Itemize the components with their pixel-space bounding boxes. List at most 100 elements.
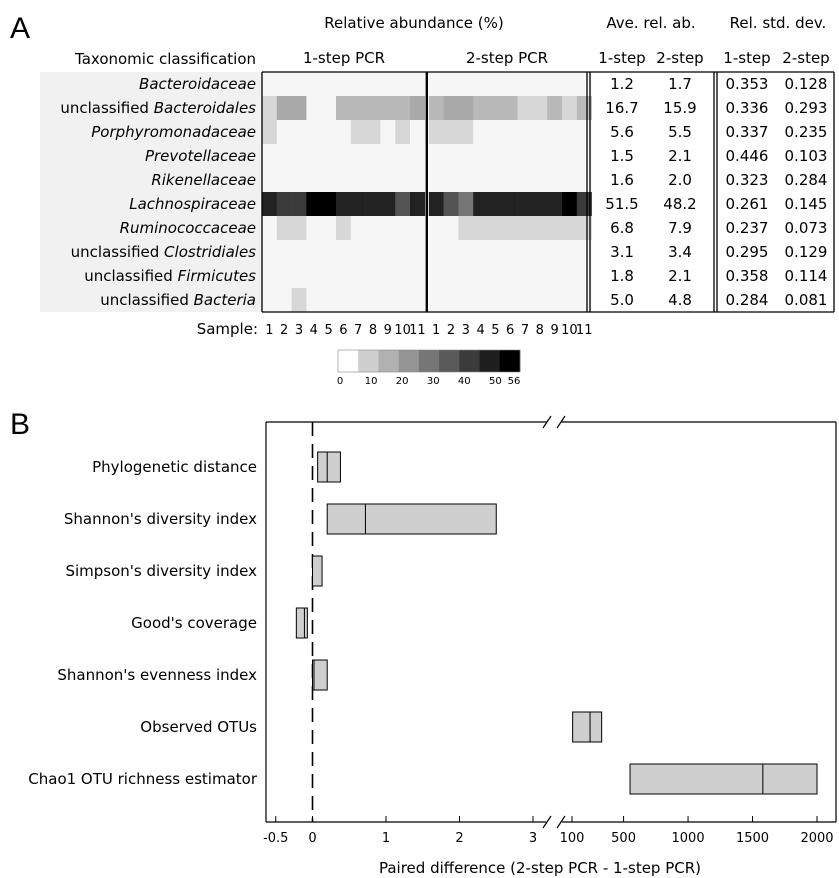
heatmap-cell (350, 168, 366, 192)
heatmap-cell (395, 288, 411, 312)
heatmap-cell (458, 72, 474, 96)
heatmap-cell (562, 72, 578, 96)
heatmap-cell (502, 144, 518, 168)
heatmap-cell (306, 96, 322, 120)
heatmap-cell (458, 96, 474, 120)
heatmap-cell (562, 168, 578, 192)
heatmap-cell (488, 96, 504, 120)
heatmap-cell (321, 168, 337, 192)
heatmap-cell (517, 192, 533, 216)
heatmap-cell (350, 192, 366, 216)
heatmap-cell (336, 120, 352, 144)
heatmap-cell (532, 192, 548, 216)
heatmap-cell (576, 96, 592, 120)
heatmap-cell (502, 192, 518, 216)
heatmap-cell (410, 240, 426, 264)
heatmap-cell (488, 168, 504, 192)
heatmap-cell (380, 264, 396, 288)
std-2step-value: 0.128 (785, 75, 828, 93)
heatmap-cell (532, 216, 548, 240)
heatmap-cell (380, 168, 396, 192)
heatmap-cell (443, 240, 459, 264)
std-2step-value: 0.081 (785, 291, 828, 309)
avg-2step-value: 2.1 (668, 267, 692, 285)
heatmap-cell (428, 120, 444, 144)
heatmap-cell (262, 96, 278, 120)
heatmap-cell (473, 240, 489, 264)
sample-axis-label: Sample: (197, 320, 258, 338)
heatmap-cell (458, 120, 474, 144)
heatmap-cell (458, 144, 474, 168)
heatmap-cell (262, 72, 278, 96)
heatmap-cell (262, 120, 278, 144)
heatmap-cell (291, 144, 307, 168)
heatmap-cell (276, 144, 292, 168)
boxplot: -0.5 0 1 2 3 100 500 1000 1500 2000 Phylogenetic d… (28, 414, 837, 846)
sample-tick-1step: 5 (324, 323, 332, 338)
heatmap-cell (395, 240, 411, 264)
heatmap-cell (262, 168, 278, 192)
heatmap-cell (365, 288, 381, 312)
std-1step-value: 0.237 (726, 219, 769, 237)
heatmap-cell (306, 144, 322, 168)
axis-break-mark (542, 815, 552, 829)
heatmap-cell (488, 216, 504, 240)
heatmap-cell (458, 288, 474, 312)
sample-tick-2step: 10 (561, 323, 578, 338)
heatmap-cell (336, 96, 352, 120)
heatmap-cell (443, 72, 459, 96)
heatmap-cell (276, 240, 292, 264)
heatmap-cell (517, 240, 533, 264)
heatmap-cell (547, 216, 563, 240)
heatmap-cell (428, 96, 444, 120)
x-tick-label: -0.5 (263, 831, 288, 846)
heatmap-cell (443, 216, 459, 240)
heatmap-cell (443, 96, 459, 120)
std-2step-value: 0.293 (785, 99, 828, 117)
heatmap-cell (532, 240, 548, 264)
colorbar-swatch (439, 350, 460, 372)
heatmap-cell (321, 216, 337, 240)
heatmap-cell (336, 264, 352, 288)
heatmap-cell (262, 192, 278, 216)
heatmap-cell (276, 168, 292, 192)
heatmap-cell (532, 168, 548, 192)
heatmap-cell (262, 240, 278, 264)
heatmap-cell (547, 192, 563, 216)
std-1step-value: 0.446 (726, 147, 769, 165)
heatmap-cell (365, 192, 381, 216)
heatmap-cell (517, 288, 533, 312)
sample-tick-2step: 6 (506, 323, 514, 338)
heatmap-cell (547, 96, 563, 120)
heatmap-cell (321, 96, 337, 120)
heatmap-cell (547, 240, 563, 264)
heatmap-cell (443, 288, 459, 312)
metric-label: Good's coverage (131, 614, 257, 632)
x-tick-label: 1500 (736, 831, 769, 846)
std-1step-value: 0.336 (726, 99, 769, 117)
avg-2step-value: 5.5 (668, 123, 692, 141)
colorbar-tick-label: 0 (337, 376, 343, 387)
heatmap-cell (502, 288, 518, 312)
heatmap-cell (350, 288, 366, 312)
heatmap-cell (380, 216, 396, 240)
heatmap-cell (336, 216, 352, 240)
heatmap-cell (488, 144, 504, 168)
heatmap-cell (350, 72, 366, 96)
row-label: Porphyromonadaceae (91, 123, 256, 141)
heatmap-cell (276, 96, 292, 120)
std-2step-value: 0.073 (785, 219, 828, 237)
metric-box (295, 607, 308, 639)
avg-subheader-1step: 1-step (598, 49, 645, 67)
row-label: Prevotellaceae (145, 147, 256, 165)
heatmap-cell (350, 96, 366, 120)
sample-tick-1step: 6 (339, 323, 347, 338)
metric-label: Simpson's diversity index (65, 562, 257, 580)
heatmap-cell (306, 240, 322, 264)
colorbar-tick-label: 40 (458, 376, 471, 387)
heatmap-cell (488, 288, 504, 312)
std-header: Rel. std. dev. (730, 14, 827, 32)
x-tick-label: 0 (308, 831, 316, 846)
heatmap-cell (576, 168, 592, 192)
std-2step-value: 0.129 (785, 243, 828, 261)
